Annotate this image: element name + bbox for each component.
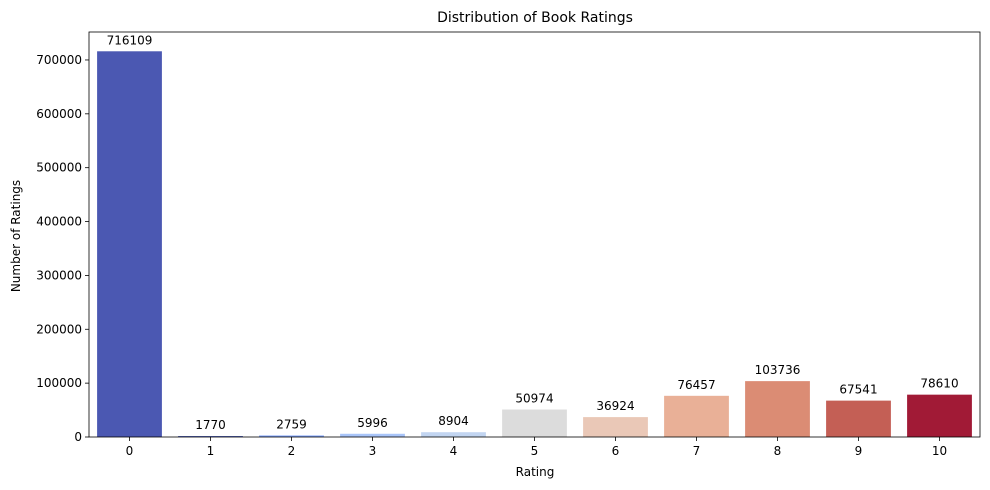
x-tick-label: 9 (855, 444, 863, 458)
bar-rating-2 (259, 435, 324, 437)
y-tick-label: 200000 (36, 322, 82, 336)
bar-value-label: 8904 (438, 414, 469, 428)
y-tick-label: 100000 (36, 376, 82, 390)
y-tick-label: 700000 (36, 53, 82, 67)
bar-value-label: 2759 (276, 418, 307, 432)
bar-rating-5 (502, 409, 567, 437)
bar-rating-10 (907, 394, 972, 437)
x-tick-label: 0 (126, 444, 134, 458)
bar-rating-8 (745, 381, 810, 437)
bar-rating-1 (178, 436, 243, 437)
bar-value-label: 78610 (920, 377, 958, 391)
bar-value-label: 716109 (107, 33, 153, 47)
bar-rating-3 (340, 433, 405, 437)
chart-title: Distribution of Book Ratings (437, 10, 633, 26)
bar-rating-6 (583, 417, 648, 437)
bar-value-label: 76457 (677, 378, 715, 392)
bar-value-label: 103736 (755, 363, 801, 377)
bar-value-label: 67541 (839, 383, 877, 397)
x-tick-label: 6 (612, 444, 620, 458)
bar-value-label: 36924 (596, 399, 634, 413)
y-tick-label: 400000 (36, 215, 82, 229)
x-tick-label: 4 (450, 444, 458, 458)
x-tick-label: 3 (369, 444, 377, 458)
bar-value-label: 5996 (357, 416, 388, 430)
bar-rating-4 (421, 432, 486, 437)
x-tick-label: 1 (207, 444, 215, 458)
x-tick-label: 8 (774, 444, 782, 458)
bar-value-label: 1770 (195, 418, 226, 432)
y-tick-label: 500000 (36, 161, 82, 175)
x-axis-label: Rating (516, 465, 555, 479)
y-axis-label: Number of Ratings (9, 180, 23, 292)
x-tick-label: 10 (932, 444, 947, 458)
x-tick-label: 2 (288, 444, 296, 458)
bar-rating-7 (664, 395, 729, 437)
x-tick-label: 5 (531, 444, 539, 458)
y-tick-label: 300000 (36, 268, 82, 282)
y-tick-label: 0 (74, 430, 82, 444)
x-tick-label: 7 (693, 444, 701, 458)
y-tick-label: 600000 (36, 107, 82, 121)
bar-rating-0 (97, 51, 162, 437)
bar-value-label: 50974 (515, 392, 553, 406)
bar-rating-9 (826, 400, 891, 437)
